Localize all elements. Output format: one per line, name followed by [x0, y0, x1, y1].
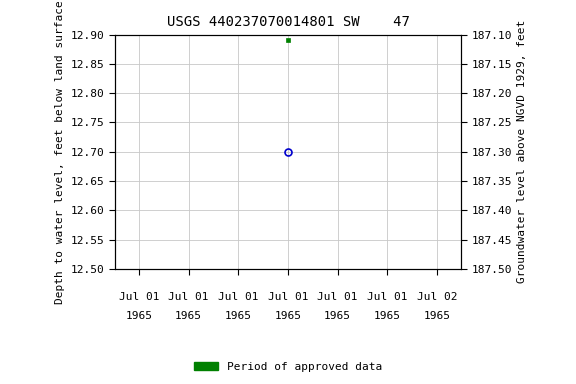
Text: 1965: 1965	[225, 311, 252, 321]
Text: 1965: 1965	[423, 311, 450, 321]
Text: 1965: 1965	[324, 311, 351, 321]
Text: Jul 01: Jul 01	[317, 292, 358, 302]
Y-axis label: Groundwater level above NGVD 1929, feet: Groundwater level above NGVD 1929, feet	[517, 20, 527, 283]
Text: 1965: 1965	[275, 311, 301, 321]
Text: Jul 02: Jul 02	[416, 292, 457, 302]
Text: 1965: 1965	[175, 311, 202, 321]
Text: 1965: 1965	[126, 311, 153, 321]
Legend: Period of approved data: Period of approved data	[190, 358, 386, 377]
Text: Jul 01: Jul 01	[218, 292, 259, 302]
Text: 1965: 1965	[374, 311, 401, 321]
Text: Jul 01: Jul 01	[168, 292, 209, 302]
Text: Jul 01: Jul 01	[119, 292, 160, 302]
Text: Jul 01: Jul 01	[268, 292, 308, 302]
Text: Jul 01: Jul 01	[367, 292, 408, 302]
Y-axis label: Depth to water level, feet below land surface: Depth to water level, feet below land su…	[55, 0, 66, 304]
Title: USGS 440237070014801 SW    47: USGS 440237070014801 SW 47	[166, 15, 410, 29]
